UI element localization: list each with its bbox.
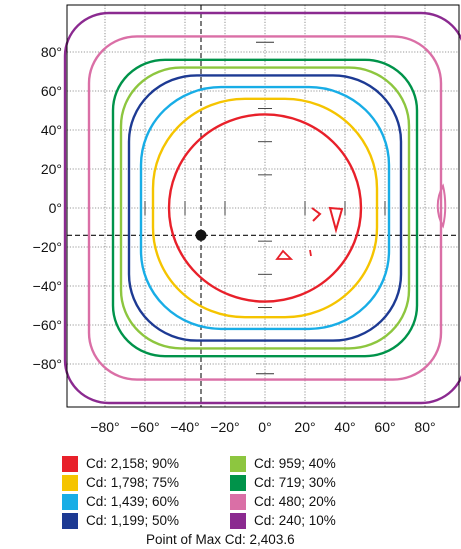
contour-fragment: [328, 206, 344, 234]
contour-line: [167, 113, 363, 303]
legend-item: Cd: 480; 20%: [230, 492, 398, 511]
legend-label: Cd: 2,158; 90%: [86, 456, 180, 471]
y-tick-label: 80°: [41, 44, 62, 60]
y-tick-label: −20°: [33, 239, 62, 255]
legend-label: Cd: 959; 40%: [254, 456, 336, 471]
x-tick-label: 60°: [374, 419, 395, 435]
x-tick-label: −60°: [130, 419, 159, 435]
max-point-label: Point of Max Cd: 2,403.6: [146, 532, 295, 547]
plot-frame: [66, 4, 460, 408]
contour-fragment: [309, 249, 312, 257]
legend-item: Cd: 240; 10%: [230, 511, 398, 530]
legend-item: Cd: 1,798; 75%: [62, 473, 230, 492]
legend-swatch: [62, 512, 78, 529]
legend-swatch: [230, 455, 246, 472]
contour-line: [111, 58, 419, 358]
legend-item: Cd: 1,439; 60%: [62, 492, 230, 511]
legend-label: Cd: 1,439; 60%: [86, 494, 180, 509]
contour-line: [87, 35, 443, 381]
x-tick-labels: −80° −60° −40° −20° 0° 20° 40° 60° 80°: [90, 419, 435, 435]
legend-label: Cd: 240; 10%: [254, 513, 336, 528]
legend-swatch: [62, 474, 78, 491]
legend-swatch: [230, 493, 246, 510]
legend-swatch: [62, 493, 78, 510]
legend-item: Cd: 719; 30%: [230, 473, 398, 492]
y-tick-label: 0°: [49, 200, 62, 216]
contour-line: [139, 85, 391, 331]
y-tick-label: −40°: [33, 278, 62, 294]
contour-lines: [63, 11, 461, 405]
x-tick-label: 40°: [334, 419, 355, 435]
y-tick-label: 40°: [41, 122, 62, 138]
legend-item: Cd: 959; 40%: [230, 454, 398, 473]
contour-line: [127, 74, 403, 342]
legend-swatch: [62, 455, 78, 472]
x-tick-label: 80°: [414, 419, 435, 435]
max-point-layer: [195, 229, 207, 241]
legend-item: Cd: 2,158; 90%: [62, 454, 230, 473]
contour-line: [63, 11, 461, 405]
legend-label: Cd: 1,798; 75%: [86, 475, 180, 490]
x-tick-label: −20°: [210, 419, 239, 435]
contour-fragment: [436, 183, 447, 229]
legend-label: Cd: 719; 30%: [254, 475, 336, 490]
contour-fragments: [275, 183, 447, 260]
legend-swatch: [230, 474, 246, 491]
legend-item: Cd: 1,199; 50%: [62, 511, 230, 530]
y-tick-label: 60°: [41, 83, 62, 99]
max-point-marker: [195, 229, 207, 241]
y-tick-label: −80°: [33, 356, 62, 372]
x-tick-label: −40°: [170, 419, 199, 435]
x-tick-label: −80°: [90, 419, 119, 435]
x-tick-label: 20°: [294, 419, 315, 435]
contour-fragment: [275, 249, 294, 260]
legend-swatch: [230, 512, 246, 529]
legend-label: Cd: 480; 20%: [254, 494, 336, 509]
x-tick-label: 0°: [258, 419, 271, 435]
contour-line: [119, 66, 411, 350]
legend: Cd: 2,158; 90% Cd: 959; 40% Cd: 1,798; 7…: [62, 454, 402, 547]
y-tick-label: 20°: [41, 161, 62, 177]
y-tick-label: −60°: [33, 317, 62, 333]
contour-fragment: [311, 207, 322, 222]
legend-label: Cd: 1,199; 50%: [86, 513, 180, 528]
y-tick-labels: 80° 60° 40° 20° 0° −20° −40° −60° −80°: [33, 44, 62, 372]
contour-line: [151, 97, 379, 319]
